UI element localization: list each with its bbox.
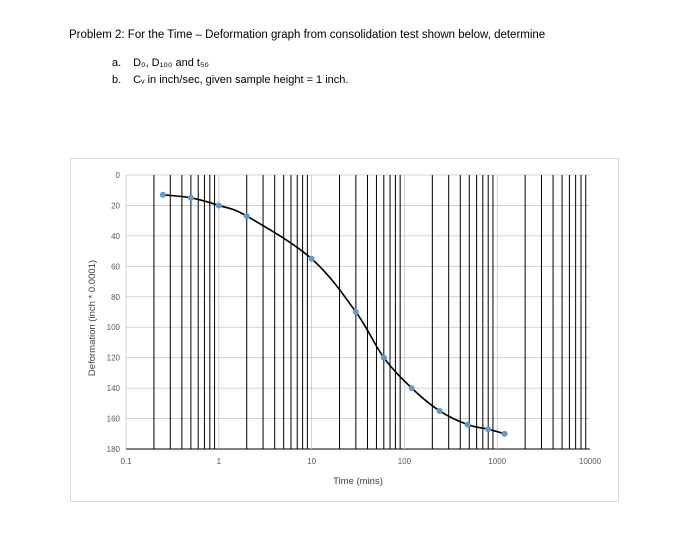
x-tick-label: 1 (217, 457, 222, 466)
y-tick-label: 20 (111, 201, 120, 210)
data-point (380, 354, 387, 361)
sub-question-a: a. D₀, D₁₀₀ and t₅₀ (112, 57, 209, 69)
y-tick-label: 100 (107, 323, 121, 332)
data-point (308, 255, 315, 262)
sub-question-b-label: b. (112, 74, 122, 86)
y-tick-label: 160 (107, 415, 121, 424)
data-point (187, 194, 194, 201)
problem-heading: Problem 2: For the Time – Deformation gr… (69, 29, 546, 41)
x-tick-label: 0.1 (120, 457, 132, 466)
sub-question-a-text: D₀, D₁₀₀ and t₅₀ (133, 57, 209, 69)
sub-question-a-label: a. (112, 57, 122, 69)
chart-frame: 0 20 40 60 80 100 120 140 160 180 0.1 1 10 100 1000 100… (70, 158, 619, 502)
x-axis-title: Time (mins) (333, 476, 383, 487)
data-point (436, 407, 443, 414)
data-point (159, 191, 166, 198)
data-point (243, 213, 250, 220)
x-tick-label: 100 (398, 457, 412, 466)
y-tick-label: 40 (111, 232, 120, 241)
y-axis-title: Deformation (inch * 0.0001) (87, 260, 98, 376)
sub-question-b-text: Cᵥ in inch/sec, given sample height = 1 … (133, 74, 349, 86)
y-tick-label: 0 (116, 171, 121, 180)
x-tick-label: 1000 (488, 457, 506, 466)
data-point (408, 385, 415, 392)
y-tick-label: 60 (111, 262, 120, 271)
y-tick-label: 140 (107, 384, 121, 393)
sub-question-b: b. Cᵥ in inch/sec, given sample height =… (112, 74, 348, 86)
deformation-chart: 0 20 40 60 80 100 120 140 160 180 0.1 1 10 100 1000 100… (87, 171, 602, 487)
data-point (215, 202, 222, 209)
y-tick-label: 120 (107, 354, 121, 363)
y-tick-label: 80 (111, 293, 120, 302)
x-tick-label: 10 (307, 457, 316, 466)
x-tick-label: 10000 (579, 457, 602, 466)
y-tick-label: 180 (107, 445, 121, 454)
data-point (352, 309, 359, 315)
data-point (485, 426, 492, 433)
data-point (464, 421, 471, 428)
data-point (501, 430, 508, 437)
